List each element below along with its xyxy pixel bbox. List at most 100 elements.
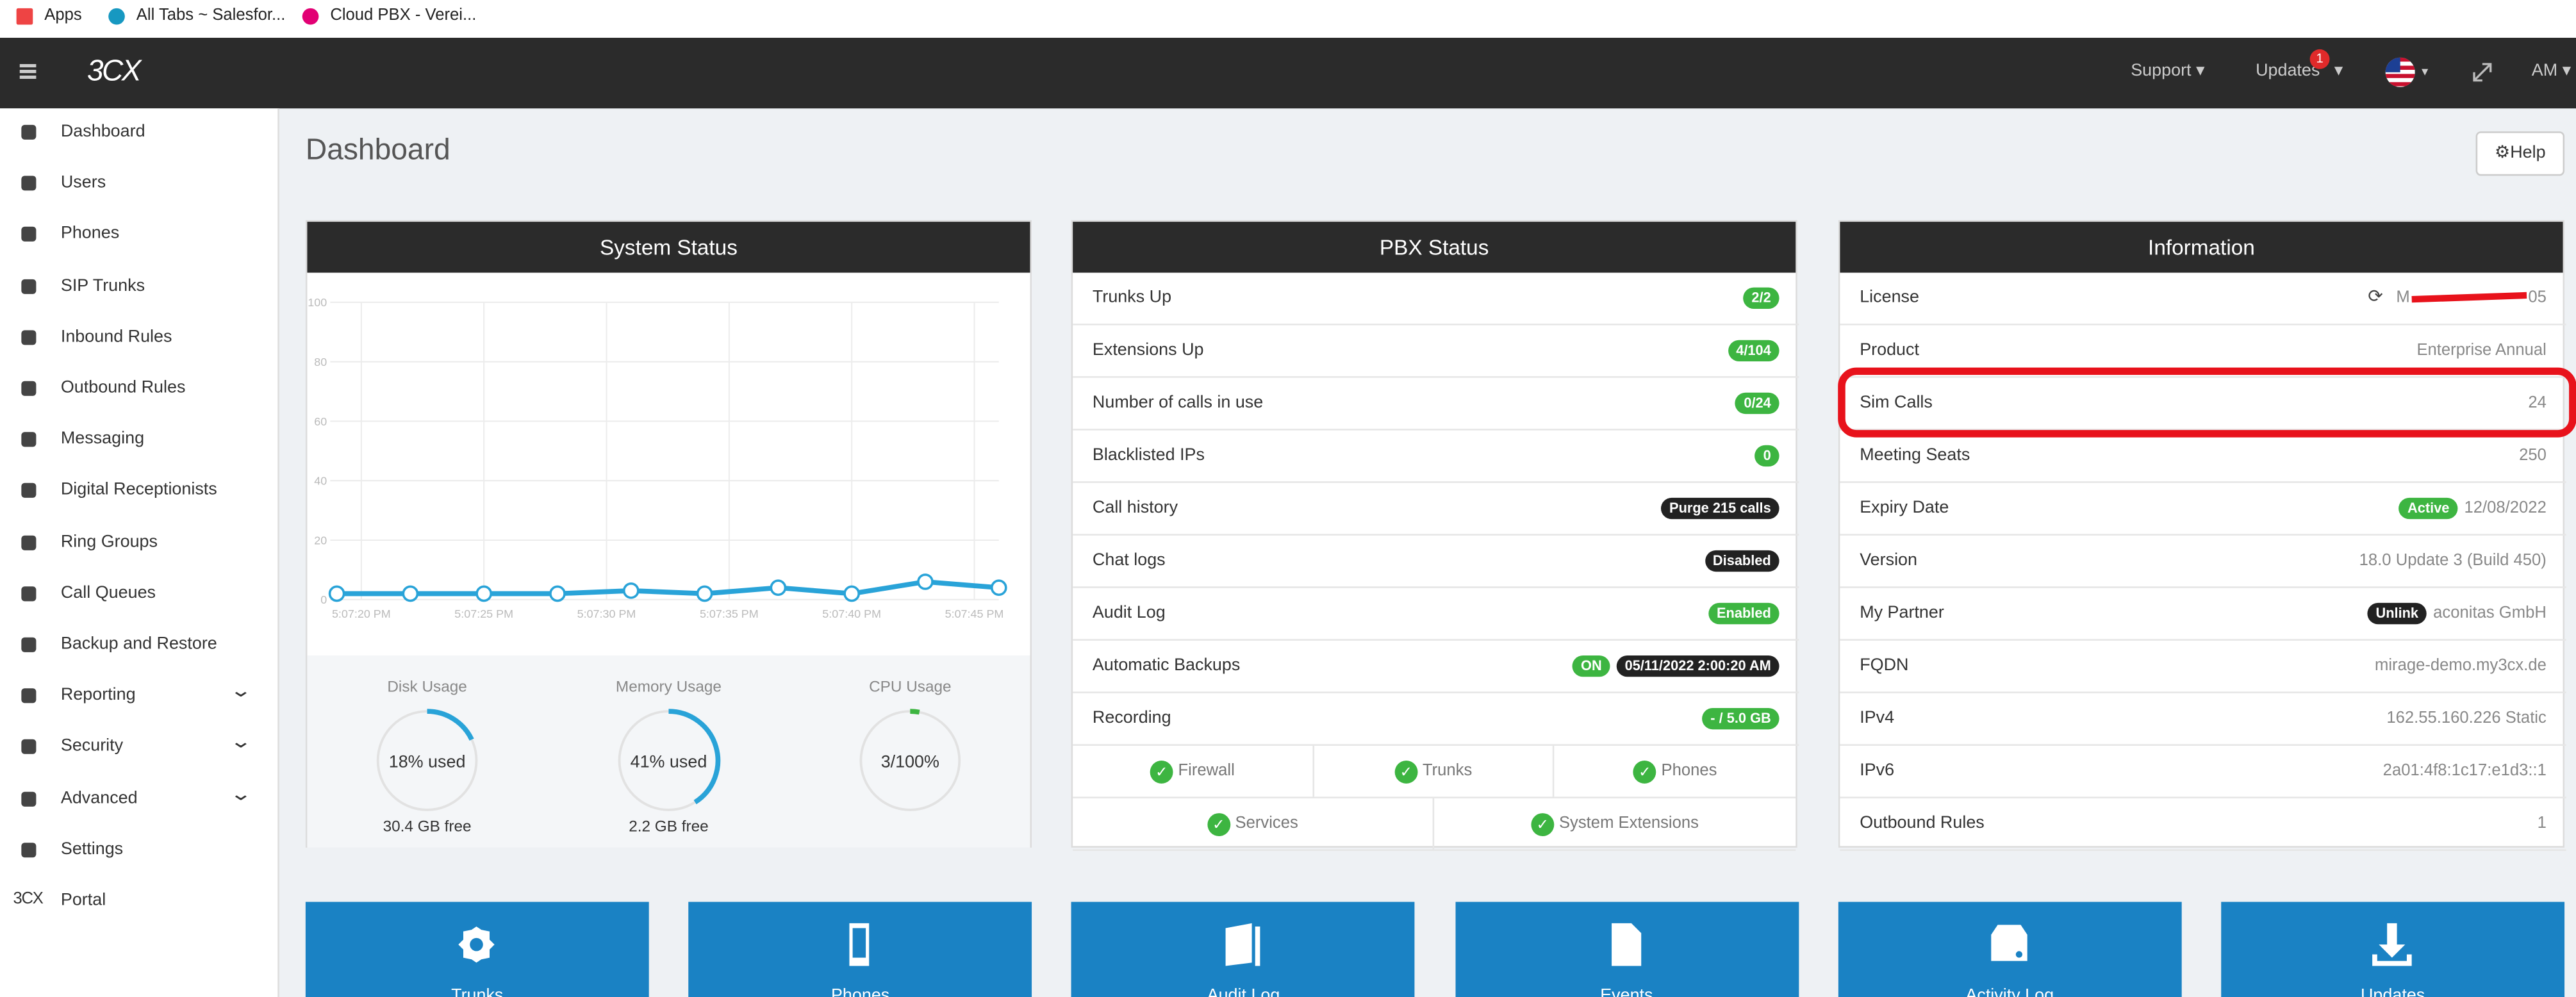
logo[interactable]: 3CX bbox=[87, 54, 142, 87]
status-row: Chat logs Disabled bbox=[1073, 536, 1799, 588]
info-row: Outbound Rules 1 bbox=[1840, 798, 2566, 852]
gauge-label: 3/100% bbox=[881, 752, 939, 771]
nav-label: Inbound Rules bbox=[60, 326, 172, 347]
x-tick-label: 5:07:20 PM bbox=[332, 607, 391, 620]
gauge-arc bbox=[668, 709, 721, 805]
user-label: AM bbox=[2531, 60, 2558, 81]
tile-label: Audit Log bbox=[1207, 985, 1280, 997]
shortcut-tile[interactable]: Updates bbox=[2221, 902, 2565, 997]
language-flag[interactable]: ▾ bbox=[2385, 57, 2435, 90]
badge: Unlink bbox=[2367, 602, 2427, 624]
info-row: FQDN mirage-demo.my3cx.de bbox=[1840, 641, 2566, 693]
nav-label: Backup and Restore bbox=[60, 634, 217, 654]
row-label: Expiry Date bbox=[1860, 497, 1949, 518]
tile-label: Updates bbox=[2360, 985, 2425, 997]
page-title: Dashboard bbox=[305, 133, 450, 166]
updates-menu[interactable]: Updates ▾ bbox=[2256, 60, 2343, 81]
badges: 2/2 bbox=[1737, 273, 1779, 324]
badges: 0/24 bbox=[1729, 378, 1779, 429]
info-row: Product Enterprise Annual bbox=[1840, 325, 2566, 378]
nav-label: Dashboard bbox=[60, 121, 145, 142]
nav-label: Outbound Rules bbox=[60, 377, 186, 398]
svg-text:▾: ▾ bbox=[2422, 64, 2429, 79]
bookmark[interactable]: All Tabs ~ Salesfor... bbox=[136, 6, 286, 25]
info-row: My Partner Unlink aconitas GmbH bbox=[1840, 588, 2566, 641]
check-icon: ✓ bbox=[1150, 761, 1173, 784]
nav-icon bbox=[21, 381, 37, 396]
nav-label: Users bbox=[60, 172, 106, 193]
x-tick-label: 5:07:45 PM bbox=[945, 607, 1004, 620]
nav-icon bbox=[21, 227, 37, 242]
shortcut-tile[interactable]: Audit Log bbox=[1071, 902, 1416, 997]
nav-item[interactable]: Ring Groups bbox=[0, 527, 277, 559]
shortcut-tile[interactable]: Trunks bbox=[305, 902, 649, 997]
nav-item[interactable]: Dashboard bbox=[0, 117, 277, 149]
nav-item[interactable]: Settings bbox=[0, 834, 277, 867]
row-label: Version bbox=[1860, 550, 1918, 570]
nav-item[interactable]: Advanced ⌄ bbox=[0, 783, 277, 816]
nav-item[interactable]: Backup and Restore bbox=[0, 629, 277, 662]
shortcut-tile[interactable]: Phones bbox=[688, 902, 1032, 997]
icon-shape bbox=[1990, 925, 2027, 961]
nav-item[interactable]: Outbound Rules bbox=[0, 373, 277, 406]
user-menu[interactable]: AM ▾ bbox=[2531, 60, 2572, 81]
nav-item[interactable]: Security ⌄ bbox=[0, 732, 277, 764]
row-label: IPv6 bbox=[1860, 761, 1895, 780]
fullscreen-icon[interactable] bbox=[2472, 62, 2492, 82]
value: mirage-demo.my3cx.de bbox=[2374, 657, 2547, 675]
shortcut-tile[interactable]: Events bbox=[1455, 902, 1799, 997]
nav-icon bbox=[21, 842, 37, 857]
nav-icon bbox=[21, 278, 37, 293]
panel-title: System Status bbox=[307, 222, 1030, 273]
check-cell: ✓ System Extensions bbox=[1434, 798, 1796, 852]
row-value: 18.0 Update 3 (Build 450) bbox=[2359, 536, 2547, 586]
help-label: Help bbox=[2510, 143, 2546, 163]
nav-item[interactable]: Users bbox=[0, 168, 277, 201]
nav-item[interactable]: SIP Trunks bbox=[0, 270, 277, 303]
nav-item[interactable]: Inbound Rules bbox=[0, 322, 277, 354]
gauge-note: 2.2 GB free bbox=[629, 818, 709, 835]
check-cell: ✓ Services bbox=[1073, 798, 1435, 852]
check-cell: ✓ Trunks bbox=[1314, 745, 1555, 798]
point bbox=[917, 573, 934, 590]
nav-label: Portal bbox=[60, 890, 106, 910]
point bbox=[696, 585, 713, 602]
status-row: Extensions Up 4/104 bbox=[1073, 325, 1799, 378]
tile-icon bbox=[849, 923, 870, 966]
menu-icon[interactable] bbox=[19, 63, 37, 67]
check-cell: ✓ Firewall bbox=[1073, 745, 1314, 798]
help-button[interactable]: ⚙Help bbox=[2475, 131, 2565, 176]
support-menu[interactable]: Support ▾ bbox=[2131, 60, 2205, 81]
y-tick-label: 80 bbox=[314, 356, 327, 368]
nav-icon bbox=[21, 688, 37, 704]
row-value: Enterprise Annual bbox=[2416, 325, 2546, 376]
status-row: Call history Purge 215 calls bbox=[1073, 483, 1799, 536]
row-label: Audit Log bbox=[1092, 602, 1166, 623]
badges: - / 5.0 GB bbox=[1696, 693, 1779, 744]
bookmark[interactable]: Apps bbox=[44, 6, 82, 25]
nav-icon bbox=[21, 124, 37, 140]
badges: 0 bbox=[1749, 431, 1779, 481]
y-tick-label: 100 bbox=[308, 296, 327, 309]
x-tick-label: 5:07:30 PM bbox=[577, 607, 636, 620]
shortcut-tile[interactable]: Activity Log bbox=[1838, 902, 2182, 997]
chevron: ⌄ bbox=[229, 784, 252, 805]
nav-item[interactable]: Reporting ⌄ bbox=[0, 680, 277, 713]
nav-item[interactable]: Call Queues bbox=[0, 578, 277, 611]
nav-item[interactable]: Digital Receptionists bbox=[0, 475, 277, 508]
check-label: System Extensions bbox=[1558, 814, 1699, 833]
status-row: Trunks Up 2/2 bbox=[1073, 273, 1799, 325]
bookmark[interactable]: Cloud PBX - Verei... bbox=[330, 6, 477, 25]
nav-icon bbox=[21, 739, 37, 755]
nav-item[interactable]: Messaging bbox=[0, 424, 277, 457]
value: 24 bbox=[2528, 394, 2547, 413]
row-label: Call history bbox=[1092, 497, 1178, 518]
nav-item[interactable]: 3CX Portal bbox=[0, 886, 277, 918]
nav-item[interactable]: Phones bbox=[0, 219, 277, 252]
badge: Purge 215 calls bbox=[1661, 497, 1779, 519]
updates-label: Updates bbox=[2256, 60, 2320, 81]
point bbox=[328, 585, 345, 602]
y-tick-label: 40 bbox=[314, 475, 327, 488]
row-label: FQDN bbox=[1860, 655, 1909, 675]
check-label: Services bbox=[1235, 814, 1298, 833]
